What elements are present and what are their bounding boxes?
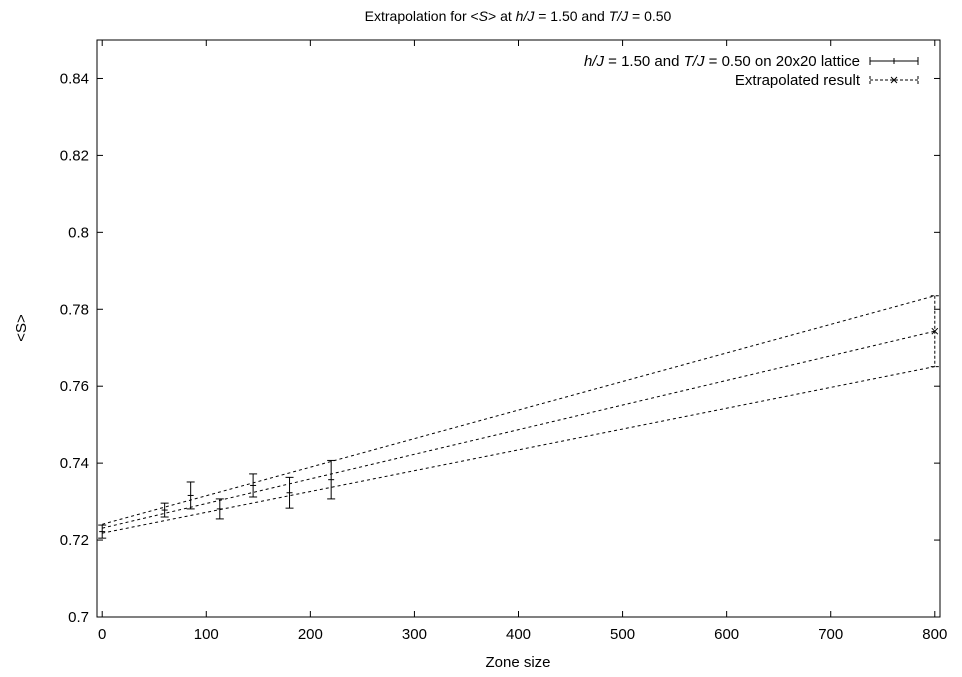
chart-title: Extrapolation for <S> at h/J = 1.50 and … (365, 8, 672, 24)
data-point (930, 295, 939, 368)
data-point (215, 498, 224, 520)
fit-line (102, 366, 935, 534)
text-part: > at (488, 8, 516, 24)
axis-ticks: 0 100 200 300 400 500 600 700 800 0.7 0.72 0.74 0.76… (60, 40, 947, 643)
x-tick-label: 200 (298, 626, 323, 643)
y-tick-label: 0.78 (60, 301, 89, 318)
data-point (285, 476, 294, 509)
data-point (186, 481, 195, 510)
text-part: = 0.50 (628, 8, 671, 24)
text-part: = 1.50 and (534, 8, 608, 24)
text-part: Extrapolated result (735, 72, 861, 89)
text-part: T/J (684, 53, 705, 70)
x-tick-label: 100 (194, 626, 219, 643)
series-lattice (98, 459, 336, 539)
x-tick-label: 300 (402, 626, 427, 643)
series-extrapolated (930, 295, 939, 368)
x-tick-label: 500 (610, 626, 635, 643)
x-tick-label: 0 (98, 626, 106, 643)
y-tick-label: 0.72 (60, 532, 89, 549)
text-part: T/J (609, 8, 629, 24)
legend-label: h/J = 1.50 and T/J = 0.50 on 20x20 latti… (584, 53, 860, 70)
fit-lines (102, 295, 935, 534)
x-tick-label: 400 (506, 626, 531, 643)
text-part: h/J (584, 53, 605, 70)
x-tick-label: 800 (922, 626, 947, 643)
legend-label: Extrapolated result (735, 72, 861, 89)
legend-x-marker (890, 76, 898, 84)
legend: h/J = 1.50 and T/J = 0.50 on 20x20 latti… (584, 53, 919, 89)
text-part: S (479, 8, 489, 24)
data-point (98, 524, 107, 539)
text-part: h/J (516, 8, 536, 24)
text-part: Extrapolation for < (365, 8, 479, 24)
x-tick-label: 600 (714, 626, 739, 643)
y-tick-label: 0.8 (68, 224, 89, 241)
y-tick-label: 0.84 (60, 70, 89, 87)
data-point (327, 459, 336, 500)
fit-line (102, 295, 935, 525)
x-tick-label: 700 (818, 626, 843, 643)
y-axis-label: <S> (13, 314, 30, 342)
data-point (160, 502, 169, 518)
x-axis-label: Zone size (485, 654, 550, 671)
text-part: = 0.50 on 20x20 lattice (704, 53, 860, 70)
fit-line (102, 330, 935, 529)
x-marker (931, 327, 939, 335)
y-tick-label: 0.7 (68, 609, 89, 626)
data-point (249, 473, 258, 498)
text-part: = 1.50 and (604, 53, 684, 70)
y-tick-label: 0.82 (60, 147, 89, 164)
y-tick-label: 0.76 (60, 378, 89, 395)
plot-frame (96, 39, 941, 618)
y-tick-label: 0.74 (60, 455, 89, 472)
